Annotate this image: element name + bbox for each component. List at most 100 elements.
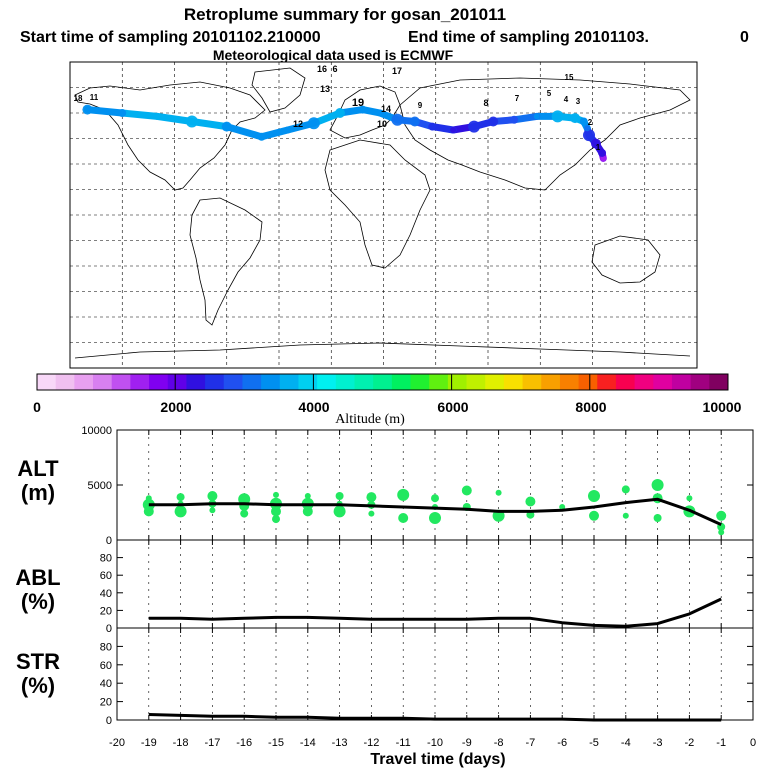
colorbar-swatch (391, 374, 412, 390)
continent-outlines (74, 67, 691, 359)
plume-label: 7 (515, 94, 520, 103)
plume-point (584, 125, 591, 132)
str-axis-unit: (%) (21, 673, 55, 698)
colorbar-tick-label: 10000 (703, 399, 742, 415)
colorbar-swatch (93, 374, 113, 390)
x-tick-label: -18 (173, 737, 189, 749)
plume-point (284, 127, 291, 133)
scatter-point (398, 513, 409, 523)
meteo-label: Meteorological data used is ECMWF (213, 47, 454, 63)
alt-panel: 0 5000 10000 (81, 425, 754, 547)
panel-ytick-label: 20 (100, 605, 112, 617)
colorbar-swatch (597, 374, 617, 390)
scatter-point (588, 490, 600, 502)
scatter-point (622, 512, 629, 519)
africa-outline (324, 139, 431, 269)
x-tick-label: -15 (268, 737, 284, 749)
plume-point (579, 117, 588, 126)
x-tick-label: -9 (462, 737, 472, 749)
scatter-point (718, 529, 725, 536)
x-tick-label: 0 (750, 737, 756, 749)
colorbar-swatch (130, 374, 150, 390)
plume-point (468, 120, 481, 133)
plume-point (358, 105, 367, 114)
colorbar-tick-label: 4000 (298, 399, 329, 415)
colorbar-swatch (223, 374, 243, 390)
plume-day-labels: 17 16 6 13 18 19 15 14 10 11 12 9 8 7 5 … (74, 64, 601, 152)
plume-segment (223, 123, 266, 141)
plume-label: 3 (576, 97, 581, 106)
plume-label: 6 (332, 64, 337, 74)
plume-point (185, 115, 198, 128)
plume-label: 17 (392, 66, 402, 76)
plume-point (570, 113, 581, 124)
plume-point (334, 108, 345, 118)
scatter-point (559, 504, 566, 510)
plume-point (118, 109, 127, 117)
scatter-point (207, 491, 218, 501)
colorbar-swatch (261, 374, 281, 390)
x-tick-label: -10 (427, 737, 443, 749)
x-tick-label: -16 (236, 737, 252, 749)
x-tick-label: -1 (716, 737, 726, 749)
scatter-point (366, 492, 377, 503)
panel-ytick-label: 0 (106, 715, 112, 727)
scatter-point (525, 496, 536, 507)
x-tick-label: -7 (526, 737, 536, 749)
colorbar-swatch (74, 374, 94, 390)
plume-point (533, 113, 540, 120)
colorbar-tick-label: 6000 (437, 399, 468, 415)
scatter-point (271, 506, 281, 517)
scatter-point (461, 485, 472, 496)
panel-ytick-label: 60 (100, 660, 112, 672)
scatter-point (431, 494, 439, 503)
plume-label: 10 (377, 119, 387, 129)
plume-point (221, 121, 232, 132)
colorbar-swatch (205, 374, 225, 390)
x-tick-label: -8 (494, 737, 504, 749)
series-line (148, 597, 722, 628)
plume-point (409, 116, 420, 127)
colorbar-swatch (298, 374, 318, 390)
abl-axis-title: ABL (15, 565, 60, 590)
plume-label: 8 (483, 98, 488, 108)
scatter-point (495, 489, 502, 496)
end-time-tail: 0 (740, 29, 749, 46)
plume-point (590, 138, 601, 149)
altitude-colorbar (36, 373, 729, 391)
colorbar-tick-label: 2000 (160, 399, 191, 415)
colorbar-swatch (578, 374, 598, 390)
colorbar-swatch (354, 374, 374, 390)
plume-point (257, 132, 266, 141)
scatter-point (686, 495, 693, 502)
x-tick-label: -19 (141, 737, 157, 749)
scatter-point (209, 507, 216, 514)
x-tick-label: -6 (557, 737, 567, 749)
colorbar-swatch (466, 374, 486, 390)
alt-axis-unit: (m) (21, 480, 55, 505)
x-tick-label: -2 (685, 737, 695, 749)
scatter-point (429, 512, 441, 524)
panel-ytick-label: 0 (106, 535, 112, 547)
x-axis-title: Travel time (days) (370, 751, 505, 768)
plume-point (583, 129, 596, 142)
scatter-point (240, 509, 249, 518)
colorbar-swatch (522, 374, 542, 390)
panel-ytick-label: 60 (100, 570, 112, 582)
colorbar-swatch (541, 374, 561, 390)
colorbar-swatch (335, 374, 355, 390)
colorbar-swatch (55, 374, 75, 390)
plume-point (82, 104, 93, 115)
colorbar-swatch (167, 374, 187, 390)
south-america-outline (189, 197, 263, 326)
asia-outline (399, 77, 691, 191)
colorbar-tick-label: 8000 (575, 399, 606, 415)
colorbar-swatch (485, 374, 505, 390)
str-axis-title: STR (16, 649, 60, 674)
plume-point (598, 148, 607, 157)
colorbar-label: Altitude (m) (335, 412, 405, 427)
x-tick-label: -3 (653, 737, 663, 749)
plume-point (377, 110, 384, 116)
colorbar-swatch (149, 374, 169, 390)
x-tick-label: -17 (204, 737, 220, 749)
